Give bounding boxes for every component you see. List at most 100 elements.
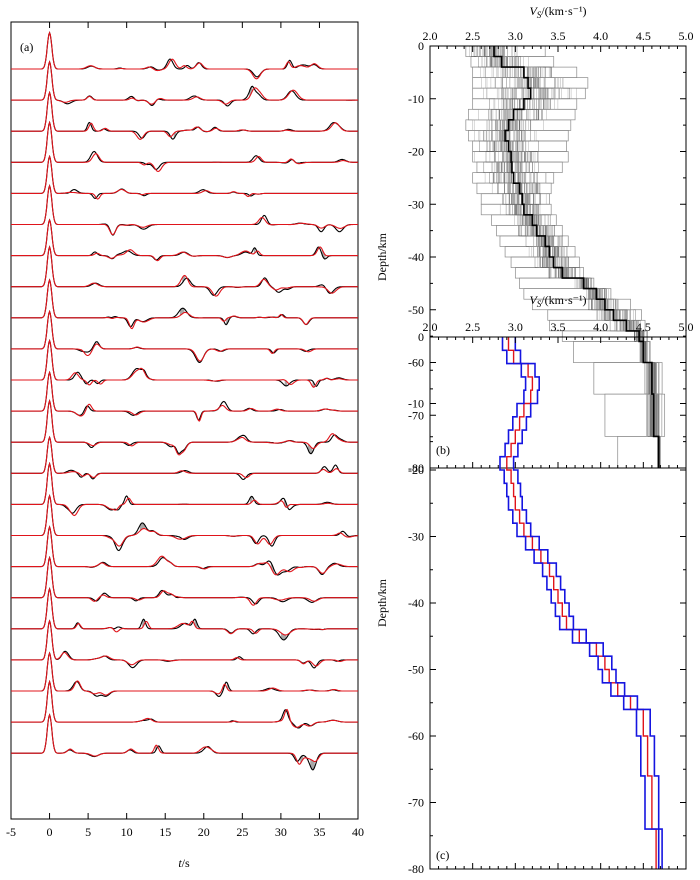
panel-a-x-tick-label: 5 [85,825,91,839]
panel-c-x-axis-title: VS/(km·s⁻¹) [529,293,586,309]
synthetic-trace [11,120,358,172]
y-tick-label: -30 [408,197,424,211]
y-tick-label: -20 [408,463,424,477]
synthetic-trace [11,184,358,236]
misfit-fill [270,562,274,574]
synthetic-trace [11,370,358,422]
synthetic-trace [11,218,358,262]
panel-a-x-tick-label: 0 [47,825,53,839]
panel-c-label: (c) [436,848,449,862]
panel-a-x-tick-label: 15 [159,825,171,839]
x-tick-label: 4.0 [593,320,608,334]
panel-b-axes: 2.0 2.5 3.0 3.5 4.0 4.5 5.0 0 -10 -20 -30 -40 -50 -60… [408,29,694,475]
y-tick-label: -20 [408,145,424,159]
x-tick-label: 4.5 [636,320,651,334]
panel-a-traces [11,31,359,771]
x-tick-label: 3.0 [508,29,523,43]
y-tick-label: -80 [408,862,424,876]
synthetic-trace [11,90,358,140]
y-tick-label: -70 [408,408,424,422]
upper-bound-profile [512,337,663,869]
y-tick-label: -30 [408,530,424,544]
panel-a-label: (a) [20,40,33,54]
x-tick-label: 2.0 [423,320,438,334]
panel-a-x-tick-label: 40 [352,825,364,839]
y-tick-label: -50 [408,303,424,317]
panel-b-label: (b) [436,443,450,457]
panel-a-x-axis-title: t/s [178,856,190,870]
synthetic-trace [11,713,358,765]
panel-a-x-axis-title-unit: /s [182,856,190,870]
x-tick-label: 5.0 [679,320,694,334]
mean-profile [506,337,657,869]
synthetic-trace [11,309,358,362]
y-tick-label: -10 [408,92,424,106]
panel-c-y-axis-title: Depth/km [375,578,389,627]
panel-b-y-axis-title: Depth/km [375,232,389,281]
synthetic-trace [11,494,359,547]
panel-b-x-axis-title: VS/(km·s⁻¹) [529,4,586,20]
x-tick-label: 4.5 [636,29,651,43]
x-tick-label: 3.0 [508,320,523,334]
ensemble-range-box [491,214,557,226]
panel-c-x-axis-title-unit: /(km·s⁻¹) [541,293,586,307]
synthetic-trace [11,525,358,576]
y-tick-label: -40 [408,596,424,610]
y-tick-label: -10 [408,397,424,411]
panel-a-x-tick-label: 30 [275,825,287,839]
panel-c-profiles [499,337,663,869]
panel-a-waveform-chart: -5 0 5 10 15 20 25 30 35 40 (a) t/s [6,21,364,870]
y-tick-label: -70 [408,796,424,810]
ensemble-range-box [617,436,661,469]
synthetic-trace [11,435,358,479]
x-tick-label: 2.5 [465,29,480,43]
panel-a-x-tick-label: 20 [198,825,210,839]
lower-bound-profile [499,337,660,869]
y-tick-label: -50 [408,663,424,677]
synthetic-trace [11,651,358,696]
y-tick-label: -60 [408,729,424,743]
misfit-fill [249,86,253,98]
panel-b-x-axis-title-unit: /(km·s⁻¹) [541,4,586,18]
density-peak-profile [493,46,660,468]
panel-b-profiles [465,45,666,469]
panel-a-x-tick-label: -5 [6,825,16,839]
misfit-fill [139,522,146,532]
ensemble-range-box [514,267,584,279]
panel-b-x-axis-title-main: V [529,4,538,18]
panel-c-velocity-mean-chart: 2.0 2.5 3.0 3.5 4.0 4.5 5.0 0 -10 -20 -30 -40 -50 -60… [375,293,694,876]
panel-a-x-tick-label: 25 [236,825,248,839]
synthetic-trace [11,679,358,728]
panel-a-frame [10,21,359,820]
synthetic-trace [11,587,358,636]
synthetic-trace [11,338,358,388]
x-tick-label: 2.0 [423,29,438,43]
panel-a-x-tick-label: 35 [313,825,325,839]
synthetic-trace [11,60,358,105]
x-tick-label: 3.5 [551,29,566,43]
ensemble-range-box [573,341,651,363]
synthetic-trace [11,31,358,80]
x-tick-label: 4.0 [593,29,608,43]
y-tick-label: -80 [408,461,424,475]
synthetic-trace [11,154,358,200]
ensemble-range-box [510,256,580,268]
panel-c-x-axis-title-sub: S [537,299,542,309]
panel-a-x-tick-label: 10 [121,825,133,839]
y-tick-label: -40 [408,250,424,264]
ensemble-profile [491,46,660,468]
panel-c-x-axis-title-main: V [529,293,538,307]
panel-a-x-axis: -5 0 5 10 15 20 25 30 35 40 [6,22,364,839]
panel-c-axes: 2.0 2.5 3.0 3.5 4.0 4.5 5.0 0 -10 -20 -30 -40 -50 -60… [408,320,694,876]
panel-a-x-axis-title-main: t [178,856,182,870]
y-tick-label: 0 [418,39,424,53]
synthetic-trace [11,619,358,667]
y-tick-label: 0 [418,330,424,344]
x-tick-label: 5.0 [679,29,694,43]
synthetic-trace [11,399,358,456]
synthetic-trace [11,245,358,297]
ensemble-range-box [465,119,572,131]
x-tick-label: 2.5 [465,320,480,334]
synthetic-trace [11,555,358,606]
